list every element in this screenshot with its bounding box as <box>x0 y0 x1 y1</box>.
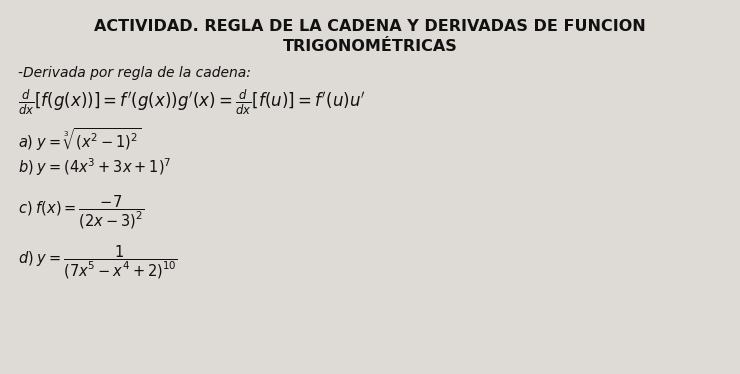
Text: ACTIVIDAD. REGLA DE LA CADENA Y DERIVADAS DE FUNCION: ACTIVIDAD. REGLA DE LA CADENA Y DERIVADA… <box>94 19 646 34</box>
Text: $d)\; y = \dfrac{1}{(7x^5 - x^4 + 2)^{10}}$: $d)\; y = \dfrac{1}{(7x^5 - x^4 + 2)^{10… <box>18 244 178 281</box>
Text: TRIGONOMÉTRICAS: TRIGONOMÉTRICAS <box>283 39 457 54</box>
Text: $a)\; y = \sqrt[3]{(x^2 - 1)^2}$: $a)\; y = \sqrt[3]{(x^2 - 1)^2}$ <box>18 126 141 153</box>
Text: $\frac{d}{dx}[f(g(x))] = f'(g(x))g'(x) = \frac{d}{dx}[f(u)] = f'(u)u'$: $\frac{d}{dx}[f(g(x))] = f'(g(x))g'(x) =… <box>18 88 366 117</box>
Text: $c)\; f(x) = \dfrac{-7}{(2x-3)^2}$: $c)\; f(x) = \dfrac{-7}{(2x-3)^2}$ <box>18 194 144 231</box>
Text: $b)\; y = (4x^3 + 3x + 1)^7$: $b)\; y = (4x^3 + 3x + 1)^7$ <box>18 156 172 178</box>
Text: -Derivada por regla de la cadena:: -Derivada por regla de la cadena: <box>18 66 251 80</box>
